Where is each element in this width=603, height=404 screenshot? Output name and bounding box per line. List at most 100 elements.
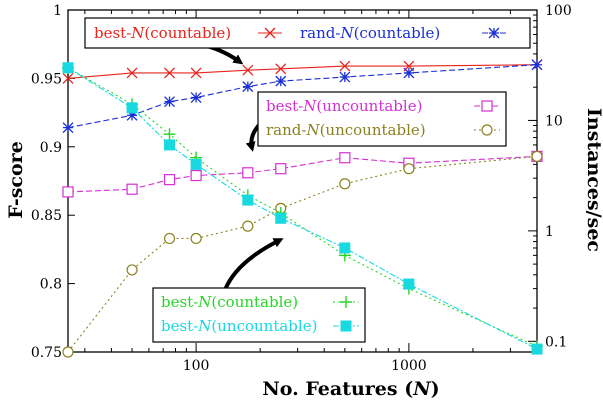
x-axis-label-suffix: ) [431,378,440,400]
data-point [190,169,202,182]
data-point [190,67,202,79]
y-left-tick-label: 0.9 [40,140,62,156]
legend-box [257,91,507,147]
legend-swatch-marker [340,296,352,308]
legend-box [84,17,531,49]
x-tick-label: 100 [183,358,210,374]
legend-swatch-marker [488,27,500,39]
data-point [275,163,287,175]
legend-label-n: N [339,24,354,42]
legend-label-suffix: (uncountable) [316,97,422,115]
data-point [339,60,351,72]
legend-label: rand-N(uncountable) [266,121,426,139]
series-3 [62,150,543,358]
legend-middle: best-N(uncountable)rand-N(uncountable) [257,91,507,147]
x-axis-label-n: N [412,378,431,400]
data-point [339,152,351,164]
data-point [126,109,138,121]
data-point [126,264,138,276]
legend-label-prefix: best- [94,24,131,42]
data-point [190,158,202,170]
data-point [531,59,543,71]
data-point [62,346,74,358]
y-left-tick-label: 0.8 [40,277,62,293]
axes-frame: 100 1000 0.75 0.8 0.85 0.9 0.95 1 0.1 1 10 100 [31,3,572,374]
data-point [403,163,415,175]
data-point [164,67,175,79]
data-point [126,183,138,195]
legend-bottom: best-N(countable)best-N(uncountable) [152,287,366,343]
data-point [242,220,254,232]
axis-labels: No. Features (N) F-score Instances/sec [5,108,603,400]
data-point [62,62,74,74]
legend-label-suffix: (countable) [354,24,441,42]
y-right-tick-label: 0.1 [545,334,567,350]
data-point [62,186,74,198]
y-left-tick-label: 0.85 [31,208,62,224]
series-line [67,155,538,353]
data-point [242,64,254,76]
legend-label-n: N [305,121,320,139]
data-point [62,72,74,84]
y-left-axis-label: F-score [5,141,27,219]
legend-label-suffix: (countable) [144,24,231,42]
series-line [67,64,538,79]
legend-swatch-marker [340,320,352,332]
data-point [403,278,415,290]
legend-label: best-N(uncountable) [161,317,317,335]
data-point [275,212,287,224]
annotation-arrows [187,40,284,291]
legend-label-prefix: best- [161,317,198,335]
data-point [531,343,543,355]
data-point [242,167,254,179]
legend-label: best-N(countable) [161,293,298,311]
y-right-tick-label: 100 [545,3,572,19]
arrow-to-speed-curves [223,238,284,291]
legend-label-prefix: best- [266,97,303,115]
series-5 [62,62,543,355]
series-0 [62,59,543,84]
data-point [190,232,202,245]
data-point [339,71,351,83]
legend-label-prefix: rand- [300,24,340,42]
data-point [531,150,543,162]
data-point [190,92,202,104]
y-left-tick-label: 1 [53,3,62,19]
legend-label: best-N(uncountable) [266,97,422,115]
data-point [339,242,351,254]
series-line [67,155,538,193]
data-point [339,178,351,190]
legend-label-n: N [197,317,212,335]
legend-swatch-marker [481,100,493,112]
series-layer [62,59,543,358]
data-point [163,174,176,186]
data-point [242,194,254,206]
legend-label: best-N(countable) [94,24,231,42]
x-axis-label-prefix: No. Features ( [262,378,413,400]
y-right-tick-label: 1 [545,224,554,240]
data-point [164,139,176,151]
y-left-tick-label: 0.95 [31,71,62,87]
legend-label-suffix: (uncountable) [211,317,317,335]
plot-frame [67,9,538,353]
legend-label-suffix: (uncountable) [320,121,426,139]
y-right-tick-label: 10 [545,113,563,129]
legend-layer: best-N(countable) rand-N(countable)best-N… [84,17,531,343]
legend-label-prefix: best- [161,293,198,311]
data-point [403,67,415,79]
data-point [242,81,254,93]
legend-swatch-marker [481,124,493,136]
data-point [126,102,138,114]
legend-label-n: N [197,293,212,311]
data-point [163,128,176,141]
series-2 [62,150,543,198]
y-right-axis-label: Instances/sec [583,108,603,252]
legend-box [152,287,366,343]
legend-label: rand-N(countable) [300,24,440,42]
data-point [62,122,74,134]
legend-top: best-N(countable) rand-N(countable) [84,17,531,49]
data-point [126,67,138,79]
x-axis-label: No. Features (N) [262,378,439,400]
legend-label-n: N [130,24,145,42]
x-tick-label: 1000 [391,358,427,374]
